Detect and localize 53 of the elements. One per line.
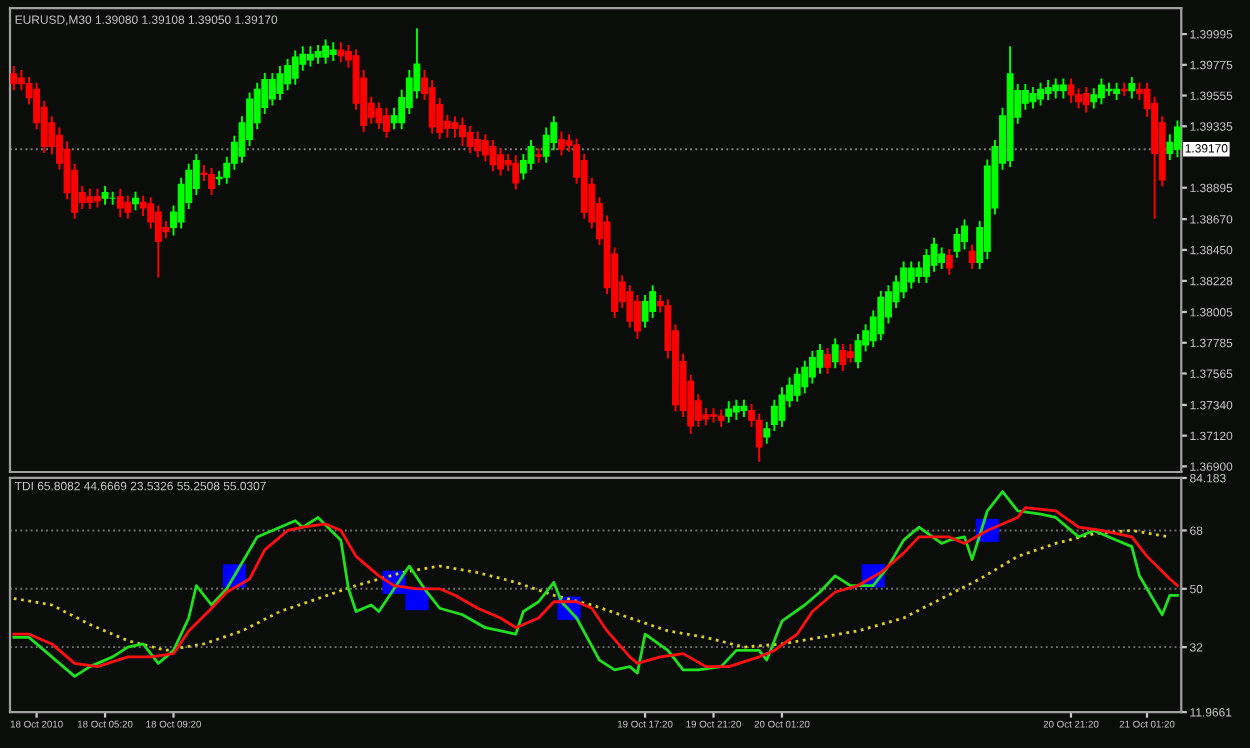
candlestick (306, 46, 314, 67)
candlestick (291, 50, 299, 85)
candlestick (877, 290, 885, 341)
candlestick (451, 116, 459, 138)
candlestick (1021, 84, 1029, 110)
candlestick (945, 248, 953, 275)
candlestick (1082, 86, 1090, 113)
candlestick (428, 79, 436, 134)
candlestick (337, 42, 345, 63)
candlestick (1174, 120, 1181, 158)
candlestick (383, 107, 390, 138)
candlestick (968, 244, 976, 270)
candlestick (824, 348, 832, 374)
candlestick (200, 165, 208, 182)
candlestick (1097, 78, 1105, 105)
candlestick (953, 227, 961, 258)
candlestick (915, 261, 923, 283)
candlestick (497, 148, 505, 176)
candlestick (154, 205, 162, 278)
candlestick (276, 65, 284, 100)
candlestick (930, 237, 938, 272)
candlestick (1029, 86, 1037, 109)
candlestick (322, 39, 330, 64)
candlestick (732, 399, 740, 420)
candlestick (831, 338, 839, 369)
candlestick (793, 367, 801, 402)
candlestick (1052, 78, 1060, 99)
candlestick (268, 72, 276, 106)
candlestick (466, 125, 474, 154)
candlestick (535, 148, 543, 163)
candlestick (459, 117, 466, 147)
candlestick (86, 188, 94, 209)
line-series (12, 529, 1172, 652)
candlestick (557, 131, 565, 156)
candlestick (375, 102, 383, 130)
candlestick (907, 261, 915, 289)
candlestick (474, 131, 482, 158)
candlestick (1037, 82, 1044, 106)
candlestick (1105, 82, 1113, 96)
candlestick (961, 219, 968, 250)
candlestick (10, 65, 18, 91)
candlestick (512, 155, 520, 190)
candlestick (839, 343, 847, 371)
candlestick (1067, 78, 1075, 103)
candlestick (1128, 77, 1136, 99)
candlestick (725, 401, 733, 423)
candlestick (1044, 79, 1052, 100)
candlestick (208, 167, 215, 195)
candlestick (116, 188, 124, 218)
candlestick (1059, 78, 1067, 99)
candlestick (124, 195, 132, 219)
candlestick (489, 139, 497, 172)
candlestick (938, 247, 946, 270)
